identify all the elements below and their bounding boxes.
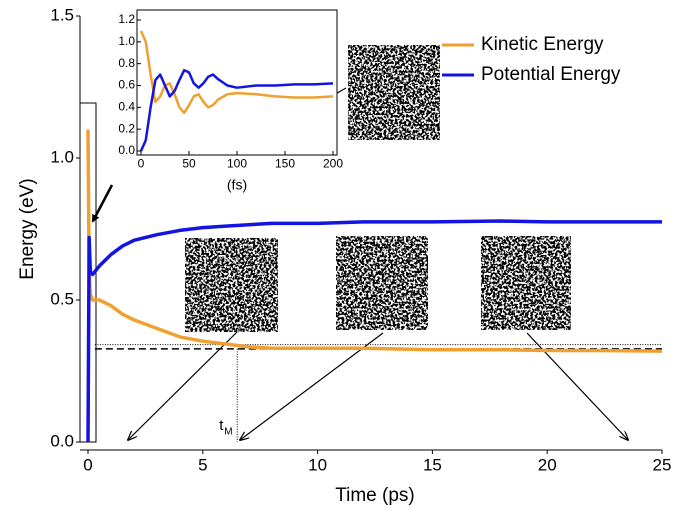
- y-tick-label: 1.0: [50, 147, 74, 166]
- y-tick-label: 1.0: [118, 34, 135, 48]
- legend-label: Potential Energy: [481, 64, 621, 85]
- snapshots: [185, 45, 571, 332]
- snapshot: [348, 45, 440, 140]
- arrow: [91, 184, 114, 223]
- t-m-subscript: M: [224, 427, 232, 438]
- x-tick-label: 50: [182, 156, 196, 170]
- x-axis-label: (fs): [227, 177, 247, 193]
- main-plot: 0.0 0.5 1.0 1.5 0 5 10 15 20 25 Time (ps) Energy (e…: [17, 5, 671, 506]
- series-line: [86, 219, 662, 443]
- x-tick-label: 10: [308, 456, 327, 475]
- y-tick-label: 1.5: [50, 5, 74, 24]
- x-tick-label: 15: [423, 456, 442, 475]
- t-m-label: t: [219, 417, 224, 434]
- y-tick-label: 0.6: [118, 78, 135, 92]
- x-tick-label: 200: [323, 156, 343, 170]
- legend-label: Kinetic Energy: [481, 34, 604, 55]
- snapshot: [185, 238, 278, 332]
- x-tick-label: 25: [653, 456, 672, 475]
- arrow: [240, 332, 384, 440]
- series-line: [139, 68, 334, 152]
- snapshot: [481, 236, 571, 330]
- x-tick-label: 20: [538, 456, 557, 475]
- y-tick-label: 0.8: [118, 56, 135, 70]
- x-tick-label: 5: [198, 456, 207, 475]
- y-tick-label: 0.4: [118, 100, 135, 114]
- series-line: [139, 30, 334, 115]
- inset-plot: 0.0 0.2 0.4 0.6 0.8 1.0 1.2 0 50 100 150 200 (fs): [118, 9, 343, 193]
- y-tick-label: 0.0: [118, 143, 135, 157]
- snapshot: [336, 236, 428, 330]
- y-tick-label: 0.0: [50, 431, 74, 450]
- y-tick-label: 0.5: [50, 289, 74, 308]
- plot-frame: [136, 9, 338, 156]
- x-tick-label: 0: [138, 156, 145, 170]
- x-tick-label: 150: [275, 156, 295, 170]
- x-tick-label: 100: [227, 156, 247, 170]
- arrow: [128, 331, 238, 440]
- series-line: [86, 129, 663, 353]
- y-axis-label: Energy (eV): [17, 178, 38, 279]
- x-tick-label: 0: [83, 456, 92, 475]
- y-tick-label: 1.2: [118, 12, 135, 26]
- y-tick-label: 0.2: [118, 121, 135, 135]
- x-axis-label: Time (ps): [335, 485, 415, 506]
